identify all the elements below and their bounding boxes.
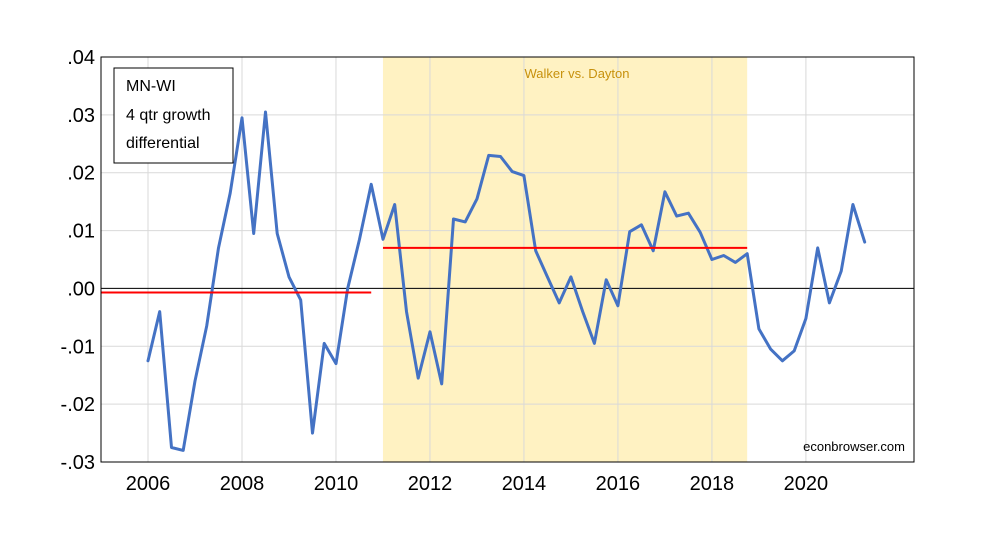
- x-tick-label: 2016: [596, 473, 641, 495]
- y-tick-label: -.01: [61, 336, 95, 358]
- legend-line-3: differential: [126, 135, 200, 152]
- x-tick-label: 2020: [784, 473, 829, 495]
- y-tick-label: .01: [67, 221, 95, 243]
- y-tick-label: .00: [67, 278, 95, 300]
- plot-frame: [100, 56, 915, 463]
- shaded-period-layer: [382, 57, 748, 462]
- y-tick-labels: .04 .03 .02 .01 .00 -.01 -.02 -.03: [61, 47, 95, 474]
- legend-frame: [113, 67, 234, 164]
- legend-box: MN-WI 4 qtr growth differential: [113, 67, 234, 164]
- y-tick-label: .02: [67, 163, 95, 185]
- legend-line-1: MN-WI: [126, 78, 176, 95]
- x-tick-label: 2014: [502, 473, 547, 495]
- series-line-growth-differential: [146, 110, 867, 452]
- x-tick-label: 2008: [220, 473, 265, 495]
- shaded-period: [382, 57, 748, 462]
- x-tick-label: 2010: [314, 473, 359, 495]
- x-tick-label: 2006: [126, 473, 171, 495]
- x-tick-label: 2012: [408, 473, 453, 495]
- y-tick-label: -.02: [61, 394, 95, 416]
- y-tick-label: .04: [67, 47, 95, 69]
- shaded-period-label: Walker vs. Dayton: [525, 66, 630, 81]
- y-tick-label: .03: [67, 105, 95, 127]
- y-tick-label: -.03: [61, 452, 95, 474]
- series-layer: [101, 110, 867, 452]
- x-tick-labels: 2006 2008 2010 2012 2014 2016 2018 2020: [126, 473, 828, 495]
- x-tick-label: 2018: [690, 473, 735, 495]
- source-credit: econbrowser.com: [803, 439, 905, 454]
- legend-line-2: 4 qtr growth: [126, 107, 210, 124]
